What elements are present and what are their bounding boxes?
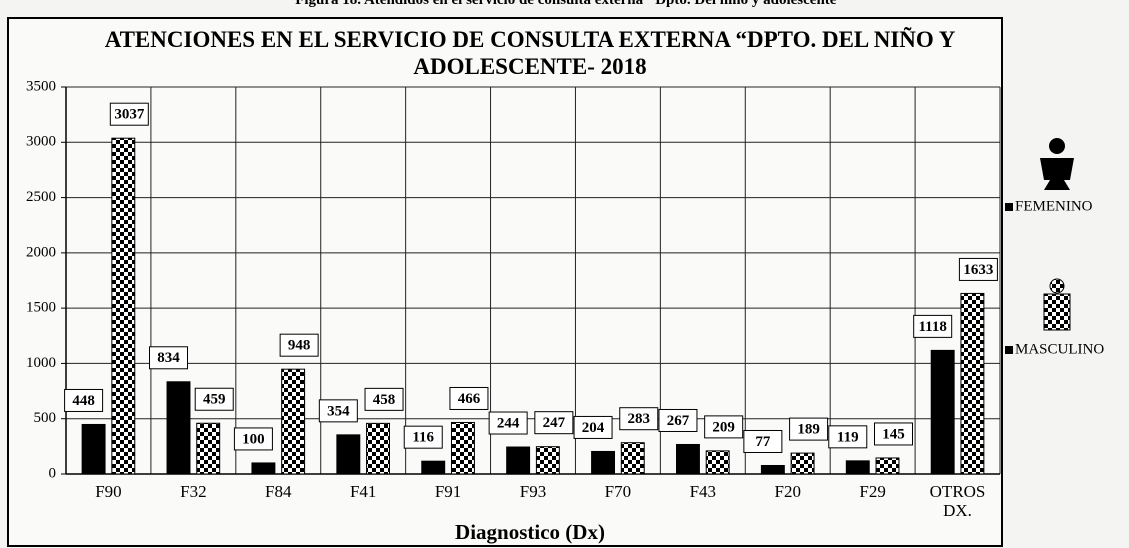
data-label: 458 [373,392,396,408]
y-tick-label: 1000 [26,355,56,371]
bar [790,452,815,475]
data-label: 1633 [963,262,993,278]
caption: Figura 18. Atendidos en el servicio de c… [295,0,845,8]
x-tick-label: F29 [859,482,886,501]
legend-label: MASCULINO [1015,341,1104,357]
x-axis-title: Diagnostico (Dx) [455,520,605,544]
label-box [704,415,744,439]
data-label: 189 [797,422,820,438]
data-label: 100 [242,431,265,447]
data-label: 204 [582,420,605,436]
bar [675,443,700,475]
data-label: 948 [288,338,311,354]
label-box [449,386,489,410]
data-label: 119 [837,429,859,445]
label-box [828,425,868,449]
y-tick-label: 500 [34,410,57,426]
label-box [279,333,319,357]
label-box [743,429,783,453]
legend-swatch [1005,346,1013,354]
legend-swatch [1005,203,1013,211]
bar [450,421,475,475]
data-label: 1118 [919,319,947,335]
data-label: 834 [157,350,180,366]
x-tick-label: F93 [519,482,547,501]
label-box [318,399,358,423]
label-box [364,387,404,411]
label-box [149,346,189,370]
chart-title: ATENCIONES EN EL SERVICIO DE CONSULTA EX… [104,27,956,79]
y-tick-label: 1500 [26,300,56,316]
bar [421,460,446,475]
label-box [233,427,273,451]
bar [591,450,616,475]
bar [620,442,645,475]
x-tick-label: F41 [349,482,377,501]
data-label: 466 [458,391,481,407]
label-box [789,417,829,441]
label-box [958,257,998,281]
y-tick-label: 2000 [26,244,56,260]
data-label: 116 [412,430,434,446]
label-box [658,408,698,432]
bar [366,422,391,475]
label-box [873,422,913,446]
legend-label: FEMENINO [1015,198,1093,214]
x-tick-label: OTROS DX. [929,482,986,520]
bar [196,422,221,475]
x-tick-label: F43 [689,482,717,501]
x-tick-label: F70 [604,482,632,501]
label-box [534,411,574,435]
y-tick-label: 3000 [26,134,56,150]
bar [930,349,955,475]
female-icon [1040,138,1074,190]
x-tick-label: F84 [265,482,292,501]
y-tick-label: 3500 [26,78,56,94]
label-box [913,314,953,338]
bar [506,446,531,475]
data-label: 459 [203,392,226,408]
data-label: 145 [882,426,905,442]
bar [845,460,870,475]
bar [875,457,900,475]
label-box [109,102,149,126]
label-box [64,388,104,412]
bar [960,292,985,475]
label-box [194,387,234,411]
bar [251,462,276,475]
bar [760,464,785,475]
male-icon [1043,278,1071,331]
data-label: 247 [543,415,566,431]
data-label: 448 [72,393,95,409]
x-tick-label: F20 [774,482,801,501]
bar [705,450,730,475]
y-tick-label: 2500 [26,189,56,205]
data-label: 244 [497,415,520,431]
bar [281,368,306,475]
data-label: 3037 [114,107,145,123]
bar [81,423,106,475]
label-box [488,411,528,435]
data-label: 354 [327,403,350,419]
x-tick-label: F91 [434,482,462,501]
data-label: 77 [755,434,771,450]
data-label: 283 [628,411,651,427]
label-box [573,415,613,439]
x-tick-label: F32 [180,482,207,501]
label-box [403,425,443,449]
bar [336,434,361,475]
x-tick-label: F90 [95,482,122,501]
label-box [619,407,659,431]
bar [535,446,560,475]
data-label: 267 [667,413,690,429]
bar [111,137,136,475]
y-tick-label: 0 [49,465,57,481]
data-label: 209 [712,419,735,435]
bar [166,381,191,475]
